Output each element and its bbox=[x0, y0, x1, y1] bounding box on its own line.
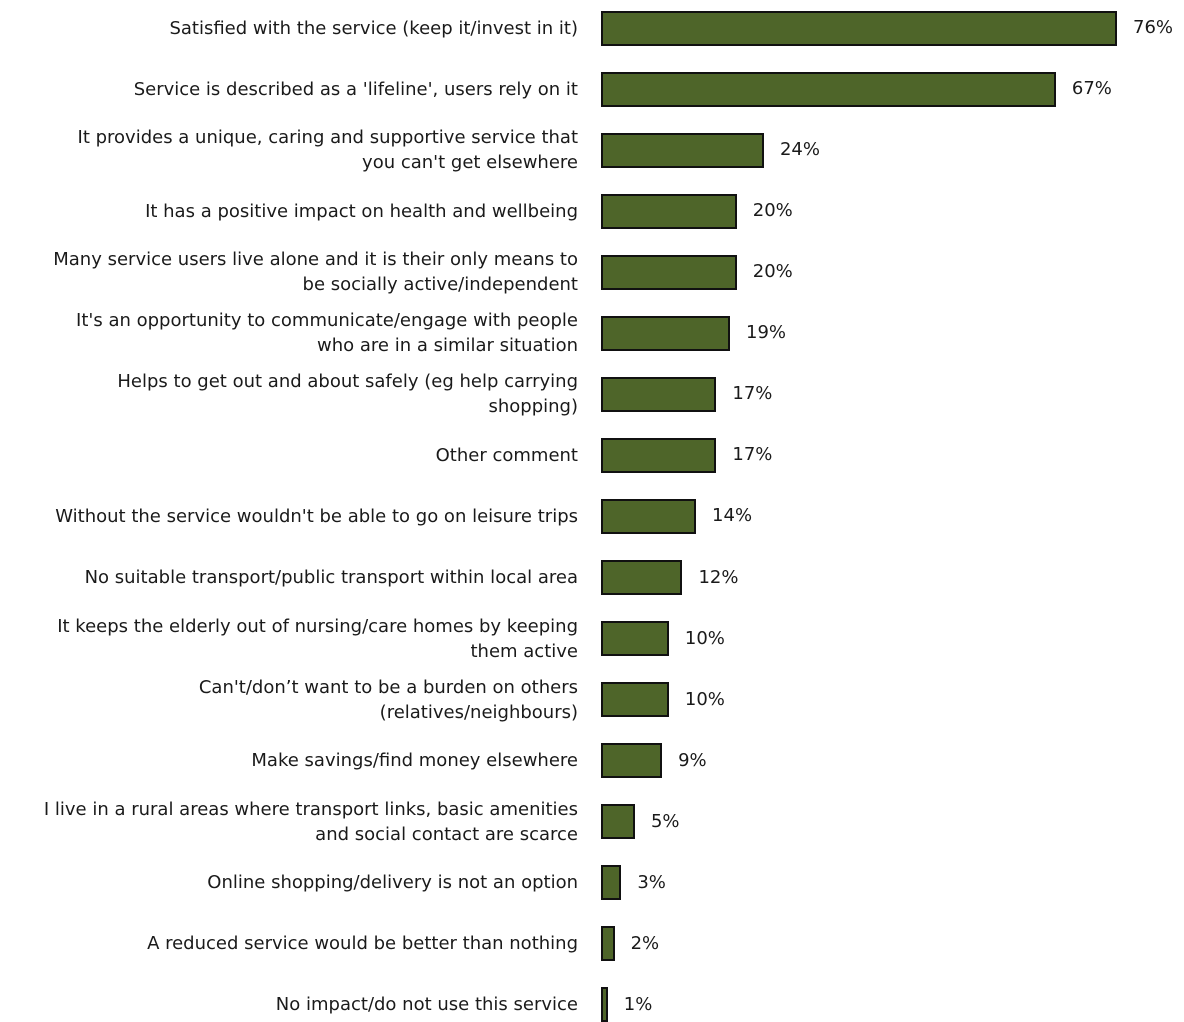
category-label-line: It's an opportunity to communicate/engag… bbox=[76, 310, 578, 332]
value-label: 3% bbox=[637, 871, 666, 893]
category-label-line: (relatives/neighbours) bbox=[379, 701, 578, 723]
value-label: 2% bbox=[630, 932, 660, 954]
category-label: Service is described as a 'lifeline', us… bbox=[0, 77, 578, 102]
category-label: Satisfied with the service (keep it/inve… bbox=[0, 16, 578, 41]
value-label: 67% bbox=[1071, 78, 1112, 100]
value-label: 9% bbox=[678, 749, 707, 771]
category-label: It provides a unique, caring and support… bbox=[0, 125, 578, 175]
category-label: It has a positive impact on health and w… bbox=[0, 199, 578, 224]
category-label-line: It has a positive impact on health and w… bbox=[145, 200, 578, 222]
value-label: 17% bbox=[732, 444, 773, 466]
category-label: No suitable transport/public transport w… bbox=[0, 565, 578, 590]
category-label: No impact/do not use this service bbox=[0, 992, 578, 1017]
category-label: Many service users live alone and it is … bbox=[0, 247, 578, 297]
value-label: 12% bbox=[698, 566, 739, 588]
bar bbox=[601, 926, 615, 962]
category-label: I live in a rural areas where transport … bbox=[0, 797, 578, 847]
value-label: 10% bbox=[684, 627, 725, 649]
bar bbox=[601, 10, 1117, 46]
category-label: Other comment bbox=[0, 443, 578, 468]
category-label-line: be socially active/independent bbox=[302, 274, 578, 296]
category-label-line: and social contact are scarce bbox=[315, 823, 578, 845]
bar bbox=[601, 987, 608, 1022]
category-label-line: Make savings/find money elsewhere bbox=[251, 750, 578, 772]
bar bbox=[601, 71, 1056, 107]
category-label: It's an opportunity to communicate/engag… bbox=[0, 308, 578, 358]
category-label: It keeps the elderly out of nursing/care… bbox=[0, 614, 578, 664]
value-label: 76% bbox=[1133, 17, 1174, 38]
category-label: Without the service wouldn't be able to … bbox=[0, 504, 578, 529]
bar bbox=[601, 193, 737, 229]
category-label-line: Many service users live alone and it is … bbox=[53, 249, 578, 271]
bar bbox=[601, 132, 764, 168]
category-label-line: No impact/do not use this service bbox=[275, 994, 578, 1016]
category-label-line: Other comment bbox=[435, 444, 578, 466]
bar bbox=[601, 376, 717, 412]
bar bbox=[601, 743, 663, 779]
category-label: Can't/don’t want to be a burden on other… bbox=[0, 675, 578, 725]
bar bbox=[601, 865, 622, 901]
value-label: 1% bbox=[623, 993, 653, 1015]
value-label: 10% bbox=[684, 688, 725, 710]
bar bbox=[601, 315, 730, 351]
category-label-line: It keeps the elderly out of nursing/care… bbox=[57, 615, 578, 637]
value-label: 5% bbox=[650, 810, 680, 832]
bar bbox=[601, 254, 737, 290]
category-label-line: who are in a similar situation bbox=[317, 335, 578, 357]
category-label-line: Without the service wouldn't be able to … bbox=[55, 505, 578, 527]
bar bbox=[601, 804, 635, 840]
bar bbox=[601, 498, 697, 534]
value-label: 17% bbox=[732, 383, 773, 405]
bar bbox=[601, 621, 669, 657]
category-label: Helps to get out and about safely (eg he… bbox=[0, 369, 578, 419]
category-label: Online shopping/delivery is not an optio… bbox=[0, 870, 578, 895]
category-label-line: Helps to get out and about safely (eg he… bbox=[117, 371, 578, 393]
category-label-line: Service is described as a 'lifeline', us… bbox=[133, 78, 578, 100]
category-label-line: Satisfied with the service (keep it/inve… bbox=[169, 17, 578, 39]
category-label-line: you can't get elsewhere bbox=[362, 152, 578, 174]
value-label: 19% bbox=[746, 322, 787, 344]
category-label-line: them active bbox=[470, 640, 578, 662]
category-label: Make savings/find money elsewhere bbox=[0, 748, 578, 773]
value-label: 20% bbox=[752, 261, 793, 283]
value-label: 14% bbox=[712, 505, 753, 527]
value-label: 20% bbox=[752, 200, 793, 222]
category-label-line: I live in a rural areas where transport … bbox=[43, 798, 578, 820]
category-label-line: Online shopping/delivery is not an optio… bbox=[207, 872, 578, 894]
category-label: A reduced service would be better than n… bbox=[0, 931, 578, 956]
category-label-line: shopping) bbox=[488, 396, 578, 418]
bar bbox=[601, 560, 683, 596]
category-label-line: Can't/don’t want to be a burden on other… bbox=[198, 676, 578, 698]
category-label-line: No suitable transport/public transport w… bbox=[84, 567, 578, 589]
value-label: 24% bbox=[779, 139, 820, 161]
category-label-line: A reduced service would be better than n… bbox=[147, 933, 578, 955]
bar bbox=[601, 682, 669, 718]
category-label-line: It provides a unique, caring and support… bbox=[77, 127, 578, 149]
bar bbox=[601, 437, 717, 473]
